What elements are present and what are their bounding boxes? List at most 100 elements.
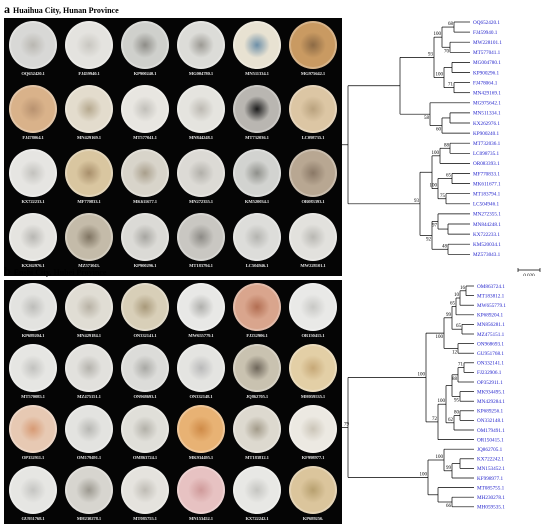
plate-accession-label: MT183794.1 <box>189 263 213 268</box>
fungal-colony-image <box>65 466 113 514</box>
fungal-colony-image <box>121 466 169 514</box>
plate-accession-label: KP689256. <box>302 516 324 521</box>
tree-leaf-label: KP900240.1 <box>473 131 499 137</box>
bootstrap-value: 100 <box>436 335 444 340</box>
tree-leaf-label: OM863724.1 <box>477 284 505 290</box>
fungal-colony-image <box>233 405 281 453</box>
plate-accession-label: MF770833.1 <box>77 199 101 204</box>
culture-plate: MT085755.1 <box>117 464 173 528</box>
culture-plate: MN511334.1 <box>229 19 285 83</box>
culture-plate: KP689204.1 <box>5 281 61 345</box>
bootstrap-value: 66 <box>446 504 452 509</box>
tree-leaf-label: MG004780.1 <box>473 60 501 66</box>
tree-leaf-label: GU951768.1 <box>477 351 504 357</box>
bootstrap-value: 65 <box>450 301 456 306</box>
tree-leaf-label: MT085755.1 <box>477 485 505 491</box>
culture-plate: KF998977.1 <box>285 403 341 467</box>
bootstrap-value: 71 <box>458 363 464 368</box>
fungal-colony-image <box>121 213 169 261</box>
bootstrap-value: 92 <box>426 237 432 242</box>
culture-plate: FJ478064.1 <box>5 83 61 147</box>
panel-b-letter: b <box>4 264 11 278</box>
plate-accession-label: KX722233.1 <box>21 199 45 204</box>
fungal-colony-image <box>289 213 337 261</box>
fungal-colony-image <box>121 85 169 133</box>
culture-plate: MK611677.1 <box>117 147 173 211</box>
culture-plate: LC504946.1 <box>229 211 285 275</box>
bootstrap-value: 79 <box>344 422 350 427</box>
plate-accession-label: OQ652420.1 <box>21 71 45 76</box>
panel-a-plate-grid: OQ652420.1 FJ459940.1 KP900240.1 MG004780.1… <box>4 18 342 276</box>
tree-leaf-label: KP689256.1 <box>477 409 503 415</box>
culture-plate: MG975642.1 <box>285 19 341 83</box>
fungal-colony-image <box>177 466 225 514</box>
fungal-colony-image <box>289 283 337 331</box>
tree-leaf-label: OR083393.1 <box>473 161 500 167</box>
fungal-colony-image <box>9 213 57 261</box>
plate-accession-label: KP900296.1 <box>133 263 157 268</box>
fungal-colony-image <box>9 85 57 133</box>
tree-leaf-label: OQ652420.1 <box>473 20 500 26</box>
culture-plate: MH230278.1 <box>61 464 117 528</box>
tree-leaf-label: MH230278.1 <box>477 495 505 501</box>
tree-leaf-label: OR150415.1 <box>477 437 504 443</box>
culture-plate: MT183794.1 <box>173 211 229 275</box>
culture-plate: KM520034.1 <box>229 147 285 211</box>
fungal-colony-image <box>233 21 281 69</box>
culture-plate: MN429169.1 <box>61 83 117 147</box>
plate-accession-label: FJ459940.1 <box>78 71 100 76</box>
bootstrap-value: 68 <box>448 22 454 27</box>
tree-leaf-label: MF770833.1 <box>473 171 500 177</box>
culture-plate: OQ652420.1 <box>5 19 61 83</box>
culture-plate: ON332148.1 <box>173 342 229 406</box>
culture-plate: MK934495.1 <box>173 403 229 467</box>
plate-accession-label: GU951768.1 <box>21 516 45 521</box>
plate-accession-label: MW655779.1 <box>188 333 214 338</box>
panel-a-phylogenetic-tree: OQ652420.1 FJ459940.1 MW228101.1 MT577041.1… <box>342 20 541 276</box>
fungal-colony-image <box>177 85 225 133</box>
culture-plate: KX262976.1 <box>5 211 61 275</box>
bootstrap-value: 100 <box>432 151 440 156</box>
fungal-colony-image <box>121 283 169 331</box>
plate-accession-label: MN272355.1 <box>189 199 213 204</box>
fungal-colony-image <box>65 213 113 261</box>
tree-leaf-label: MN856281.1 <box>477 322 505 328</box>
plate-accession-label: KX262976.1 <box>21 263 45 268</box>
tree-leaf-label: FJ232906.1 <box>477 370 502 376</box>
fungal-colony-image <box>289 21 337 69</box>
tree-leaf-label: LC098735.1 <box>473 151 499 157</box>
fungal-colony-image <box>233 85 281 133</box>
plate-accession-label: MT085755.1 <box>133 516 157 521</box>
plate-accession-label: MN429169.1 <box>77 135 101 140</box>
fungal-colony-image <box>177 405 225 453</box>
culture-plate: OP352911.1 <box>5 403 61 467</box>
plate-accession-label: MT183812.1 <box>245 455 269 460</box>
bootstrap-value: 88 <box>452 377 458 382</box>
tree-leaf-label: KP689204.1 <box>477 313 503 319</box>
culture-plate: ON968693.1 <box>117 342 173 406</box>
culture-plate: MZ475151.1 <box>61 342 117 406</box>
tree-leaf-label: FJ459940.1 <box>473 30 498 36</box>
bootstrap-value: 75 <box>440 194 446 199</box>
culture-plate: OM179491.1 <box>61 403 117 467</box>
plate-accession-label: OM863724.1 <box>132 455 158 460</box>
plate-accession-label: MG975642.1 <box>300 71 326 76</box>
fungal-colony-image <box>289 344 337 392</box>
plate-accession-label: OM179491.1 <box>76 455 102 460</box>
plate-accession-label: MT577041.1 <box>133 135 157 140</box>
plate-accession-label: OR150415.1 <box>301 333 325 338</box>
plate-accession-label: FJ478064.1 <box>22 135 44 140</box>
tree-leaf-label: MK611677.1 <box>473 181 501 187</box>
fungal-colony-image <box>9 405 57 453</box>
tree-leaf-label: MZ475151.1 <box>477 332 505 338</box>
fungal-colony-image <box>65 149 113 197</box>
tree-leaf-label: MW655779.1 <box>477 303 506 309</box>
plate-accession-label: MT732036.1 <box>245 135 269 140</box>
plate-accession-label: ON332148.1 <box>189 394 213 399</box>
tree-leaf-label: MW228101.1 <box>473 40 502 46</box>
bootstrap-value: 80 <box>454 411 460 416</box>
culture-plate: OM863724.1 <box>117 403 173 467</box>
plate-accession-label: MT570085.1 <box>21 394 45 399</box>
culture-plate: MN272355.1 <box>173 147 229 211</box>
fungal-colony-image <box>177 283 225 331</box>
